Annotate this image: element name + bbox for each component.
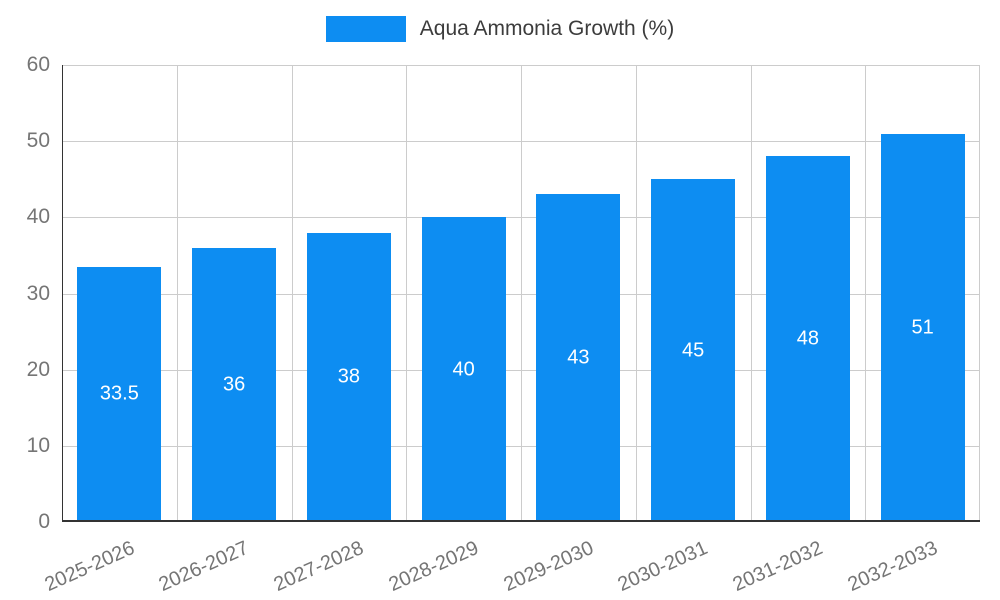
plot-area: 33.5 2025-2026 36 2026-2027 38 2027-2028 40 202… — [41, 65, 980, 596]
bar — [192, 247, 276, 522]
bar — [880, 133, 965, 522]
x-axis-line — [62, 520, 980, 522]
y-axis-line — [62, 65, 63, 522]
gridline-vertical — [176, 65, 178, 522]
legend-label: Aqua Ammonia Growth (%) — [419, 17, 675, 40]
bar — [421, 217, 506, 522]
x-tick-label: 2032-2033 — [844, 536, 941, 596]
bar — [306, 232, 391, 522]
y-tick-label: 0 — [38, 510, 50, 533]
y-tick-label: 50 — [26, 129, 50, 153]
bar-value-label: 48 — [796, 327, 819, 350]
gridline-vertical — [521, 65, 522, 522]
legend: Aqua Ammonia Growth (%) — [0, 16, 1000, 42]
x-tick-label: 2028-2029 — [385, 536, 482, 596]
bar-value-label: 38 — [337, 365, 360, 388]
bar-value-label: 45 — [682, 339, 705, 362]
x-tick-label: 2027-2028 — [270, 536, 368, 596]
y-tick-label: 10 — [26, 433, 50, 457]
gridline-vertical — [979, 65, 980, 522]
bar-value-label: 36 — [223, 373, 246, 396]
gridline-vertical — [635, 65, 637, 522]
y-tick-label: 40 — [26, 205, 50, 229]
gridline-vertical — [750, 65, 752, 522]
bar — [765, 156, 850, 522]
bar-value-label: 51 — [911, 316, 934, 339]
gridline-vertical — [406, 65, 408, 522]
bar-value-label: 33.5 — [99, 382, 139, 405]
y-tick-label: 60 — [26, 53, 50, 76]
x-tick-label: 2031-2032 — [729, 536, 827, 596]
gridline-vertical — [291, 65, 293, 522]
bar-value-label: 43 — [567, 346, 590, 369]
x-tick-label: 2025-2026 — [41, 536, 138, 596]
bar — [77, 266, 162, 522]
legend-swatch — [325, 16, 406, 42]
bar — [536, 194, 621, 522]
bar — [651, 179, 735, 522]
y-tick-label: 20 — [26, 357, 50, 381]
y-tick-label: 30 — [26, 281, 50, 305]
bar-value-label: 40 — [452, 358, 475, 381]
gridline-vertical — [865, 65, 867, 522]
x-tick-label: 2030-2031 — [615, 536, 712, 596]
x-tick-label: 2026-2027 — [156, 536, 253, 596]
x-tick-label: 2029-2030 — [500, 536, 597, 596]
